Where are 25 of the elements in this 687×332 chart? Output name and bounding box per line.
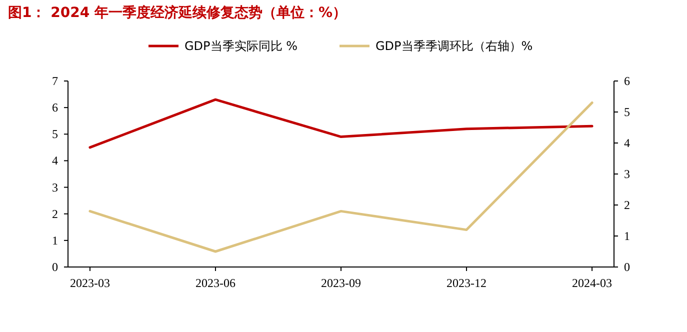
legend-label: GDP当季实际同比 % bbox=[184, 39, 298, 53]
y-tick-label: 4 bbox=[52, 154, 58, 168]
y2-tick-label: 0 bbox=[624, 260, 630, 274]
legend-label: GDP当季季调环比（右轴）% bbox=[376, 39, 533, 53]
line-series bbox=[88, 98, 594, 149]
y2-tick-label: 4 bbox=[624, 136, 630, 150]
x-tick-label: 2024-03 bbox=[572, 276, 612, 290]
y-tick-label: 1 bbox=[52, 233, 58, 248]
y-tick-label: 0 bbox=[52, 260, 58, 274]
x-tick-label: 2023-03 bbox=[70, 276, 110, 290]
y-tick-label: 2 bbox=[52, 206, 58, 221]
y-tick-label: 5 bbox=[52, 127, 58, 142]
y2-tick-label: 1 bbox=[624, 229, 630, 243]
y2-tick-label: 2 bbox=[624, 198, 630, 212]
x-tick-label: 2023-12 bbox=[446, 276, 487, 290]
y2-tick-label: 5 bbox=[624, 105, 630, 119]
y-tick-label: 3 bbox=[52, 180, 58, 194]
y-tick-label: 6 bbox=[52, 100, 58, 115]
x-tick-label: 2023-09 bbox=[321, 276, 361, 290]
y2-tick-label: 3 bbox=[624, 167, 630, 181]
y2-tick-label: 6 bbox=[624, 74, 630, 88]
chart-title: 图1： 2024 年一季度经济延续修复态势（单位：%） bbox=[8, 4, 346, 21]
x-tick-label: 2023-06 bbox=[195, 276, 236, 290]
line-series bbox=[88, 101, 594, 253]
y-tick-label: 7 bbox=[52, 74, 58, 88]
